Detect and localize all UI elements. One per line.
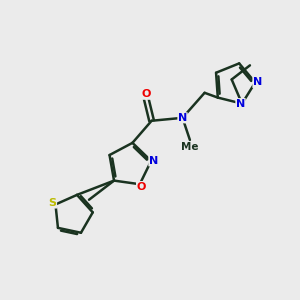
Text: O: O [136, 182, 146, 192]
Text: N: N [178, 113, 187, 123]
Text: S: S [49, 198, 56, 208]
Text: N: N [253, 77, 262, 88]
Text: N: N [236, 99, 245, 109]
Text: N: N [149, 156, 158, 166]
Text: Me: Me [181, 142, 199, 152]
Text: O: O [141, 89, 150, 99]
